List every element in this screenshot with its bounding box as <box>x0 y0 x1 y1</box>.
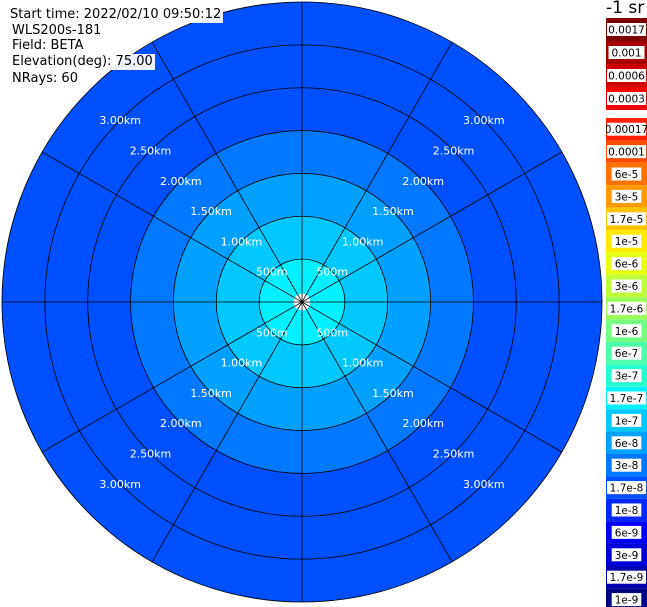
colorbar-tick-bg <box>607 145 646 159</box>
colorbar-tick-bg <box>607 212 646 226</box>
nrays-label: NRays: 60 <box>10 71 80 87</box>
colorbar-tick-bg <box>607 92 646 105</box>
colorbar-tick-bg <box>607 301 646 315</box>
range-ring-label: 1.50km <box>190 205 232 218</box>
azimuth-spoke <box>151 41 453 563</box>
colorbar-tick-label: 0.0001 <box>608 147 645 159</box>
range-ring-label: 2.50km <box>433 448 475 461</box>
colorbar-tick-bg <box>611 548 642 562</box>
range-ring-label: 500m <box>256 326 288 339</box>
colorbar-tick-bg <box>611 346 642 360</box>
colorbar-tick-label: 1e-7 <box>615 415 639 427</box>
colorbar-tick-label: 3e-6 <box>615 281 639 293</box>
colorbar-tick-label: 3e-8 <box>615 460 639 472</box>
range-ring-label: 2.50km <box>130 448 172 461</box>
polar-grid <box>1 1 603 603</box>
range-ring-label: 2.00km <box>402 417 444 430</box>
colorbar-tick-label: 0.0003 <box>608 94 645 106</box>
colorbar-tick-label: 3e-9 <box>615 550 639 562</box>
colorbar-tick-label: 6e-8 <box>615 438 639 450</box>
colorbar-tick-bg <box>611 234 642 248</box>
colorbar-tick-label: 6e-9 <box>615 527 639 539</box>
instrument-label: WLS200s-181 <box>10 23 104 39</box>
range-ring-label: 3.00km <box>99 478 141 491</box>
colorbar-tick-label: 1e-8 <box>615 505 639 517</box>
range-ring-label: 2.50km <box>433 144 475 157</box>
range-ring-label: 1.50km <box>372 205 414 218</box>
colorbar-tick-label: 1e-5 <box>615 236 639 248</box>
colorbar-tick-label: 6e-7 <box>615 348 639 360</box>
range-ring-label: 2.50km <box>130 144 172 157</box>
colorbar-tick-bg <box>607 122 646 136</box>
colorbar-tick-bg <box>611 324 642 338</box>
colorbar-tick-label: 0.0017 <box>608 25 645 37</box>
field-label: Field: BETA <box>10 38 86 54</box>
colorbar-tick-bg <box>611 369 642 383</box>
range-ring-label: 2.00km <box>402 175 444 188</box>
colorbar: 0.0017 0.001 0.0006 0.0003 0.00017 0.0001 6e-5… <box>606 18 647 607</box>
colorbar-tick-label: 3e-7 <box>615 371 639 383</box>
colorbar-tick-label: 6e-6 <box>615 259 639 271</box>
range-ring-label: 2.00km <box>160 417 202 430</box>
colorbar-tick-bg <box>611 458 642 472</box>
colorbar-tick-label: 1.7e-8 <box>610 483 644 495</box>
colorbar-tick-bg <box>611 593 642 607</box>
elevation-label: Elevation(deg): 75.00 <box>10 54 155 70</box>
range-ring-label: 1.00km <box>221 357 263 370</box>
range-ring-label: 2.00km <box>160 175 202 188</box>
colorbar-tick-label: 1.7e-9 <box>610 572 644 584</box>
colorbar-tick-bg <box>607 570 646 584</box>
colorbar-tick-bg <box>611 413 642 427</box>
colorbar-tick-label: 1e-6 <box>615 326 639 338</box>
colorbar-tick-bg <box>608 46 645 59</box>
range-ring-label: 1.00km <box>221 235 263 248</box>
range-ring-label: 500m <box>316 266 348 279</box>
colorbar-tick-label: 3e-5 <box>615 191 639 203</box>
range-ring-label: 1.00km <box>342 235 384 248</box>
range-ring-label: 500m <box>316 326 348 339</box>
colorbar-tick-bg <box>607 23 646 36</box>
colorbar-tick-bg <box>611 525 642 539</box>
colorbar-tick-bg <box>611 189 642 203</box>
colorbar-tick-bg <box>607 481 646 495</box>
reflectivity-cells <box>1 1 603 603</box>
colorbar-unit-label: -1 sr <box>606 0 645 18</box>
ppi-plot: 500m 500m 500m 500m 1.00km 1.00km 1.00km 1.00km… <box>1 1 603 603</box>
colorbar-tick-label: 1e-9 <box>615 595 639 607</box>
colorbar-tick-bg <box>611 167 642 181</box>
range-ring-labels: 500m 500m 500m 500m 1.00km 1.00km 1.00km 1.00km… <box>99 114 504 491</box>
colorbar-tick-label: 0.00017 <box>606 124 647 136</box>
range-ring-label: 3.00km <box>463 114 505 127</box>
colorbar-tick-bg <box>607 69 646 82</box>
colorbar-tick-label: 1.7e-5 <box>610 214 644 226</box>
colorbar-tick-label: 0.0006 <box>608 71 645 83</box>
colorbar-tick-label: 6e-5 <box>615 169 639 181</box>
range-ring-label: 1.50km <box>372 387 414 400</box>
colorbar-tick-label: 1.7e-7 <box>610 393 644 405</box>
colorbar-tick-bg <box>611 436 642 450</box>
colorbar-tick-bg <box>611 503 642 517</box>
range-ring-label: 3.00km <box>463 478 505 491</box>
range-ring-label: 3.00km <box>99 114 141 127</box>
range-ring-label: 500m <box>256 266 288 279</box>
start-time-label: Start time: 2022/02/10 09:50:12 <box>8 7 224 23</box>
colorbar-tick-label: 0.001 <box>611 48 641 60</box>
range-ring-label: 1.50km <box>190 387 232 400</box>
range-ring-label: 1.00km <box>342 357 384 370</box>
colorbar-tick-bg <box>607 391 646 405</box>
colorbar-tick-label: 1.7e-6 <box>610 303 644 315</box>
colorbar-tick-bg <box>611 257 642 271</box>
colorbar-tick-bg <box>611 279 642 293</box>
